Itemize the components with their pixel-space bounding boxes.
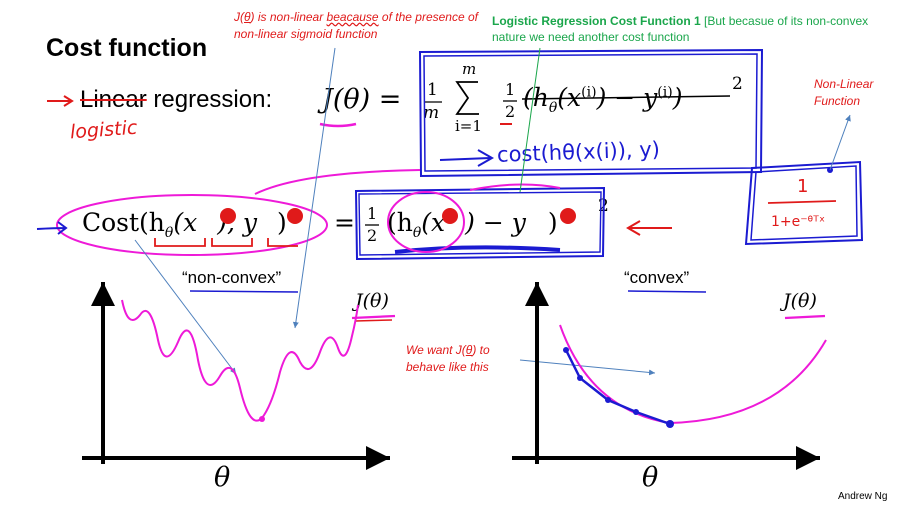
summation-sign: [455, 81, 479, 115]
row2-half-bottom: 2: [367, 226, 378, 245]
nonlinear-function-note: Non-Linear Function: [814, 76, 894, 110]
j-underline: [319, 122, 357, 128]
slide-title: Cost function: [46, 34, 208, 62]
linear-regression-label: Linear regression:: [80, 86, 272, 114]
row2-rhs: (hθ(x) − y): [387, 208, 558, 241]
row2-square-exponent: 2: [598, 196, 609, 216]
sum-lower-limit: i=1: [455, 117, 482, 135]
linear-struck-word: Linear: [80, 86, 147, 113]
regression-word: regression:: [146, 86, 273, 113]
right-plot-xlabel: θ: [642, 462, 659, 493]
nonlinear-reason-note: J(θ) is non-linear beacause of the prese…: [234, 9, 484, 43]
note-theta: θ: [244, 10, 251, 24]
handwritten-logistic: logistic: [69, 116, 139, 144]
frac-1m-bottom: m: [423, 103, 440, 123]
right-plot-ylabel: J(θ): [783, 290, 817, 312]
gradient-descent-path: [564, 349, 671, 426]
row2-cost-lhs: Cost(hθ(x), y): [82, 208, 287, 241]
non-convex-curve: [121, 299, 359, 422]
note-misspelled-word: beacause: [326, 10, 379, 24]
sigmoid-blue-box: [744, 160, 864, 246]
logistic-cost-note-rest: [But becasue of its non-convex nature we…: [492, 14, 869, 44]
behave-like-this-note: We want J(θ) to behave like this: [406, 343, 490, 374]
row1-squared-term: (hθ(x(i)) − y(i)): [523, 83, 683, 116]
sigmoid-numerator: 1: [797, 176, 809, 197]
nonlinear-function-line2: Function: [814, 94, 861, 108]
note-mid: ) is non-linear: [250, 10, 327, 24]
row1-square-exponent: 2: [732, 74, 743, 94]
convex-label: “convex”: [624, 268, 690, 287]
logistic-cost-note-title: Logistic Regression Cost Function 1: [492, 14, 701, 28]
note-j-prefix: J(: [234, 10, 244, 24]
frac-half-top: 1: [505, 80, 516, 99]
frac-half-bottom: 2: [505, 102, 516, 121]
logistic-cost-note: Logistic Regression Cost Function 1 [But…: [492, 13, 872, 45]
convex-curve: [559, 324, 827, 425]
non-convex-label: “non-convex”: [182, 268, 282, 287]
row2-equals: =: [334, 208, 355, 237]
frac-1m-top: 1: [427, 80, 438, 100]
cost-j-lhs: J(θ) =: [322, 84, 402, 115]
red-left-arrow: [626, 220, 672, 236]
note-rest: of the presence of non-linear sigmoid fu…: [234, 10, 478, 41]
sum-upper-limit: m: [462, 60, 477, 78]
row2-half-top: 1: [367, 204, 378, 223]
handwritten-cost-replacement: cost(hθ(x(i)), y): [496, 137, 661, 167]
left-plot-ylabel: J(θ): [355, 290, 389, 312]
nonlinear-function-line1: Non-Linear: [814, 77, 874, 91]
red-pointer-arrow: [47, 95, 74, 107]
sigmoid-denominator: 1+e⁻ᶿᵀˣ: [771, 214, 826, 230]
left-plot-xlabel: θ: [214, 462, 231, 493]
author-credit: Andrew Ng: [838, 491, 888, 502]
